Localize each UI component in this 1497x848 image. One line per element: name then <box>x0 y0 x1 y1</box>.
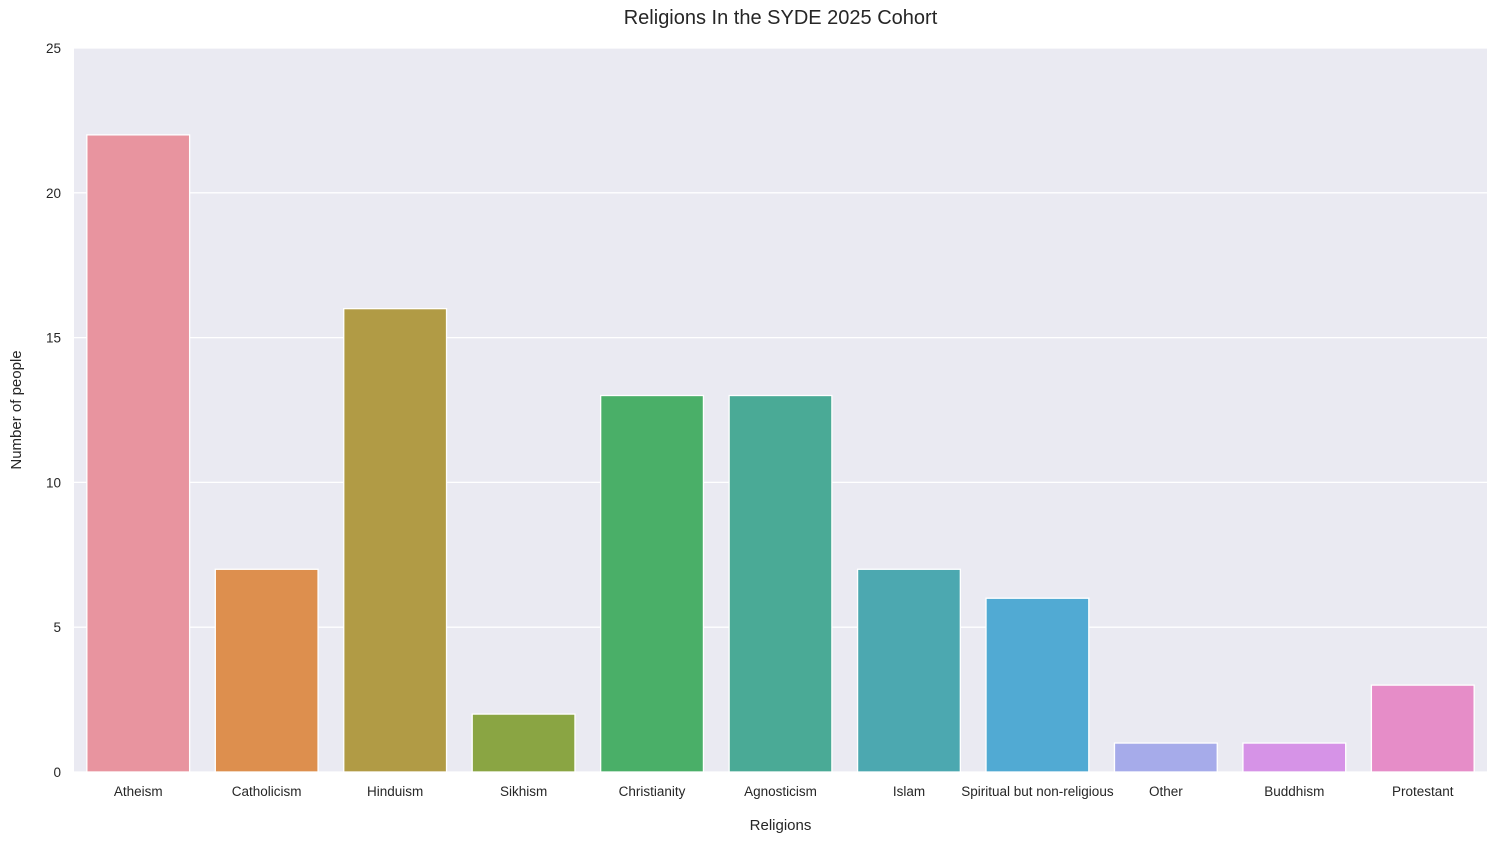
bar-buddhism <box>1242 742 1347 773</box>
x-tick-label: Sikhism <box>500 784 547 799</box>
y-axis-label: Number of people <box>8 350 25 469</box>
x-tick-label: Islam <box>893 784 925 799</box>
y-tick-labels: 0 5 10 15 20 25 <box>46 41 61 780</box>
x-tick-label: Atheism <box>114 784 163 799</box>
x-tick-label: Hinduism <box>367 784 423 799</box>
bar-other <box>1113 742 1218 773</box>
y-tick-label: 10 <box>46 475 61 490</box>
y-tick-label: 25 <box>46 41 61 56</box>
bar-sikhism <box>471 713 576 773</box>
x-tick-label: Other <box>1149 784 1183 799</box>
x-tick-label: Spiritual but non-religious <box>961 784 1114 799</box>
bar-atheism <box>86 134 191 773</box>
bar-islam <box>856 568 961 773</box>
x-tick-labels: Atheism Catholicism Hinduism Sikhism Christi… <box>114 784 1454 799</box>
bar-protestant <box>1370 684 1475 773</box>
bars <box>86 134 1475 773</box>
x-tick-label: Protestant <box>1392 784 1454 799</box>
bar-christianity <box>600 394 705 773</box>
bar-agnosticism <box>728 394 833 773</box>
bar-catholicism <box>214 568 319 773</box>
bar-hinduism <box>343 307 448 773</box>
x-tick-label: Christianity <box>619 784 686 799</box>
y-tick-label: 15 <box>46 331 61 346</box>
x-tick-label: Catholicism <box>232 784 302 799</box>
x-axis-label: Religions <box>750 817 812 834</box>
y-tick-label: 20 <box>46 186 61 201</box>
chart-title: Religions In the SYDE 2025 Cohort <box>624 7 938 29</box>
y-tick-label: 0 <box>53 765 61 780</box>
x-tick-label: Buddhism <box>1264 784 1324 799</box>
bar-spiritual-but-non-religious <box>985 597 1090 773</box>
x-tick-label: Agnosticism <box>744 784 817 799</box>
y-tick-label: 5 <box>53 620 61 635</box>
